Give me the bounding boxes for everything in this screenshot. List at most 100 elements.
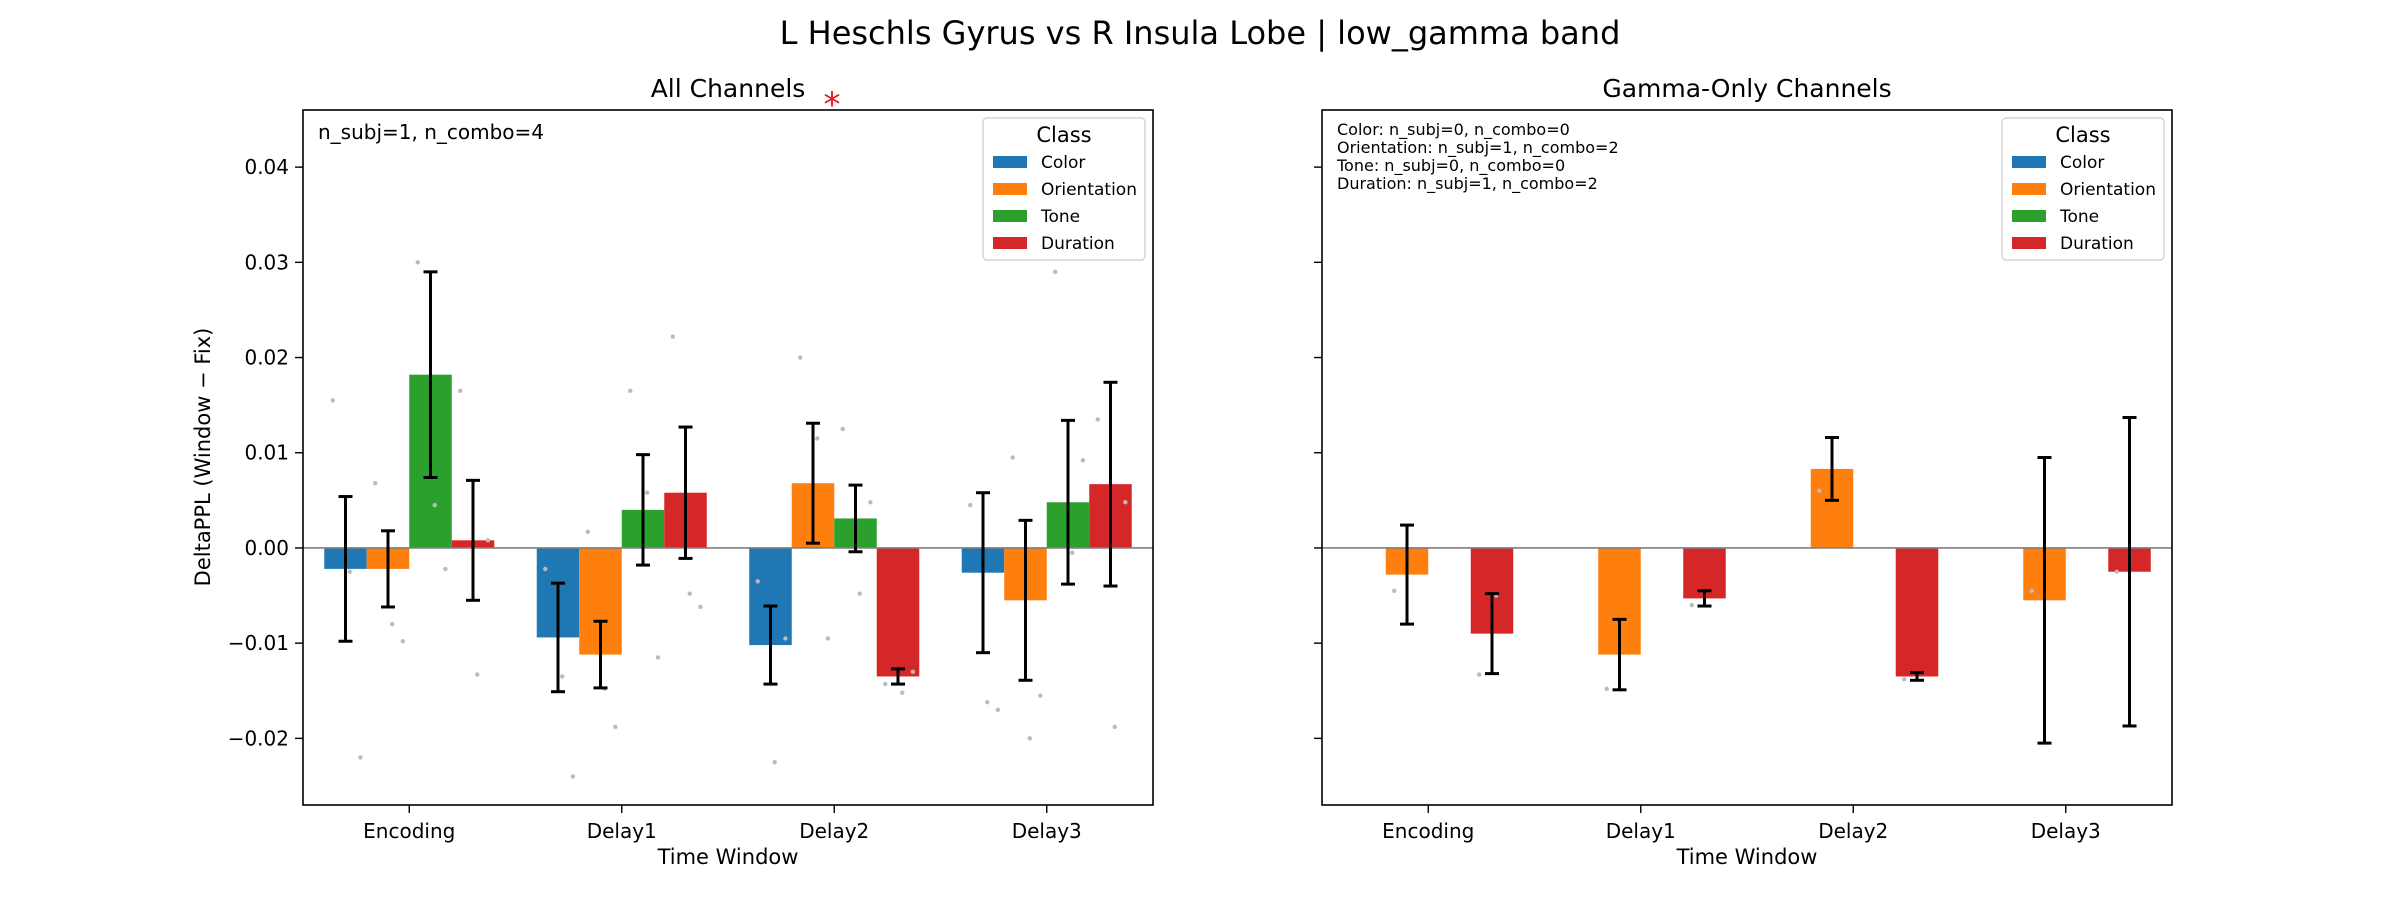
x-tick-label-encoding: Encoding — [1382, 819, 1474, 843]
point-duration-delay3 — [2114, 569, 2119, 574]
point-duration-delay1 — [687, 591, 692, 596]
point-duration-delay1 — [698, 604, 703, 610]
legend-label-tone: Tone — [1040, 207, 1080, 227]
y-tick-label: 0.03 — [244, 250, 289, 274]
point-tone-delay1 — [655, 655, 661, 660]
x-tick-label-encoding: Encoding — [363, 819, 455, 843]
point-orientation-delay3 — [1038, 693, 1043, 698]
annotation-line-1: Color: n_subj=0, n_combo=0 — [1337, 120, 1570, 140]
x-tick-label-delay3: Delay3 — [1012, 819, 1082, 843]
axes-frame — [302, 109, 1154, 806]
point-orientation-delay2 — [815, 436, 820, 441]
y-tick-label: 0.04 — [244, 155, 289, 179]
point-tone-encoding — [432, 502, 437, 508]
point-duration-delay3 — [1095, 417, 1100, 422]
legend-label-orientation: Orientation — [2060, 180, 2156, 200]
annotation-line-3: Tone: n_subj=0, n_combo=0 — [1336, 156, 1565, 176]
axes-frame — [1321, 109, 2173, 806]
legend-box — [982, 117, 1146, 261]
axes-gamma-only: Encoding Delay1 Delay2 Delay3 — [1314, 166, 2101, 843]
x-tick-label-delay3: Delay3 — [2031, 819, 2101, 843]
point-duration-delay1 — [670, 334, 675, 339]
point-orientation-delay1 — [613, 724, 618, 730]
legend-label-orientation: Orientation — [1041, 180, 1137, 200]
y-tick-label: 0.00 — [244, 536, 289, 560]
legend-label-duration: Duration — [2060, 234, 2134, 254]
legend-swatch-orientation — [2012, 183, 2046, 195]
annotation-all-channels: n_subj=1, n_combo=4 — [318, 120, 544, 144]
point-tone-delay1 — [628, 388, 633, 394]
point-orientation-delay3 — [2029, 588, 2034, 593]
point-color-delay2 — [755, 579, 760, 584]
point-color-delay3 — [995, 707, 1001, 712]
point-tone-delay1 — [645, 490, 650, 495]
x-axis-label-right: Time Window — [1676, 845, 1818, 869]
legend-swatch-tone — [2012, 210, 2046, 222]
point-duration-delay3 — [1112, 724, 1117, 730]
legend-swatch-color — [2012, 156, 2046, 168]
x-tick-label-delay1: Delay1 — [1606, 819, 1676, 843]
annotation-line-2: Orientation: n_subj=1, n_combo=2 — [1337, 138, 1619, 158]
point-tone-encoding — [415, 260, 420, 265]
legend-swatch-duration — [993, 237, 1027, 249]
point-color-delay3 — [968, 502, 973, 508]
point-tone-encoding — [443, 566, 448, 572]
point-color-encoding — [347, 569, 352, 574]
point-color-delay2 — [772, 759, 777, 765]
point-color-delay3 — [985, 699, 990, 705]
point-duration-delay2 — [900, 690, 905, 695]
panel-gamma-only: Encoding Delay1 Delay2 Delay3 Gamma-Only Ch… — [1314, 74, 2173, 869]
legend-label-tone: Tone — [2059, 207, 2099, 227]
legend-gamma-only: Class Color Orientation Tone Duration — [2001, 117, 2165, 261]
legend-swatch-tone — [993, 210, 1027, 222]
point-orientation-delay3 — [1027, 736, 1032, 741]
point-duration-delay2 — [883, 681, 888, 687]
point-orientation-delay1 — [585, 529, 590, 534]
point-duration-encoding — [1477, 672, 1482, 677]
point-duration-encoding — [475, 672, 480, 677]
point-duration-encoding — [458, 388, 463, 394]
y-axis-label: DeltaPPL (Window − Fix) — [191, 328, 215, 587]
x-tick-label-delay2: Delay2 — [1818, 819, 1888, 843]
point-orientation-encoding — [1392, 588, 1397, 593]
legend-label-color: Color — [2060, 153, 2104, 173]
point-duration-delay3 — [1123, 500, 1128, 505]
bars-gamma-only — [1322, 416, 2172, 745]
point-orientation-delay1 — [1604, 686, 1609, 692]
panel-title-all-channels: All Channels — [651, 74, 806, 103]
y-tick-label: 0.01 — [244, 441, 289, 465]
point-tone-delay3 — [1053, 269, 1058, 275]
point-orientation-encoding — [400, 639, 406, 644]
point-orientation-delay3 — [1010, 455, 1015, 460]
legend-label-color: Color — [1041, 153, 1085, 173]
point-duration-encoding — [485, 538, 491, 543]
axes-all-channels: −0.02 −0.01 0.00 0.01 0.02 0.03 0.04 Encoding De… — [228, 155, 1082, 843]
point-orientation-delay2 — [798, 355, 803, 360]
point-color-delay1 — [560, 674, 565, 679]
figure-title: L Heschls Gyrus vs R Insula Lobe | low_g… — [780, 14, 1621, 52]
bar-duration-delay2 — [1895, 547, 1939, 677]
bars-all-channels — [303, 260, 1153, 779]
x-axis-label-left: Time Window — [657, 845, 799, 869]
bar-duration-delay2 — [876, 547, 920, 677]
point-color-delay1 — [570, 774, 576, 779]
annotation-line-4: Duration: n_subj=1, n_combo=2 — [1337, 174, 1598, 194]
y-tick-label: −0.02 — [228, 726, 289, 750]
legend-all-channels: Class Color Orientation Tone Duration — [982, 117, 1146, 261]
point-duration-delay2 — [910, 669, 916, 674]
legend-title: Class — [2055, 123, 2110, 147]
point-color-encoding — [330, 398, 335, 403]
point-duration-delay2 — [1902, 677, 1907, 682]
legend-title: Class — [1036, 123, 1091, 147]
point-orientation-delay2 — [1817, 488, 1822, 494]
y-tick-label: −0.01 — [228, 631, 289, 655]
point-color-encoding — [358, 755, 363, 760]
point-tone-delay2 — [868, 500, 873, 505]
point-orientation-encoding — [390, 621, 395, 627]
legend-swatch-orientation — [993, 183, 1027, 195]
panel-title-gamma-only: Gamma-Only Channels — [1602, 74, 1891, 103]
x-tick-label-delay2: Delay2 — [799, 819, 869, 843]
legend-swatch-duration — [2012, 237, 2046, 249]
point-color-delay2 — [783, 636, 788, 641]
